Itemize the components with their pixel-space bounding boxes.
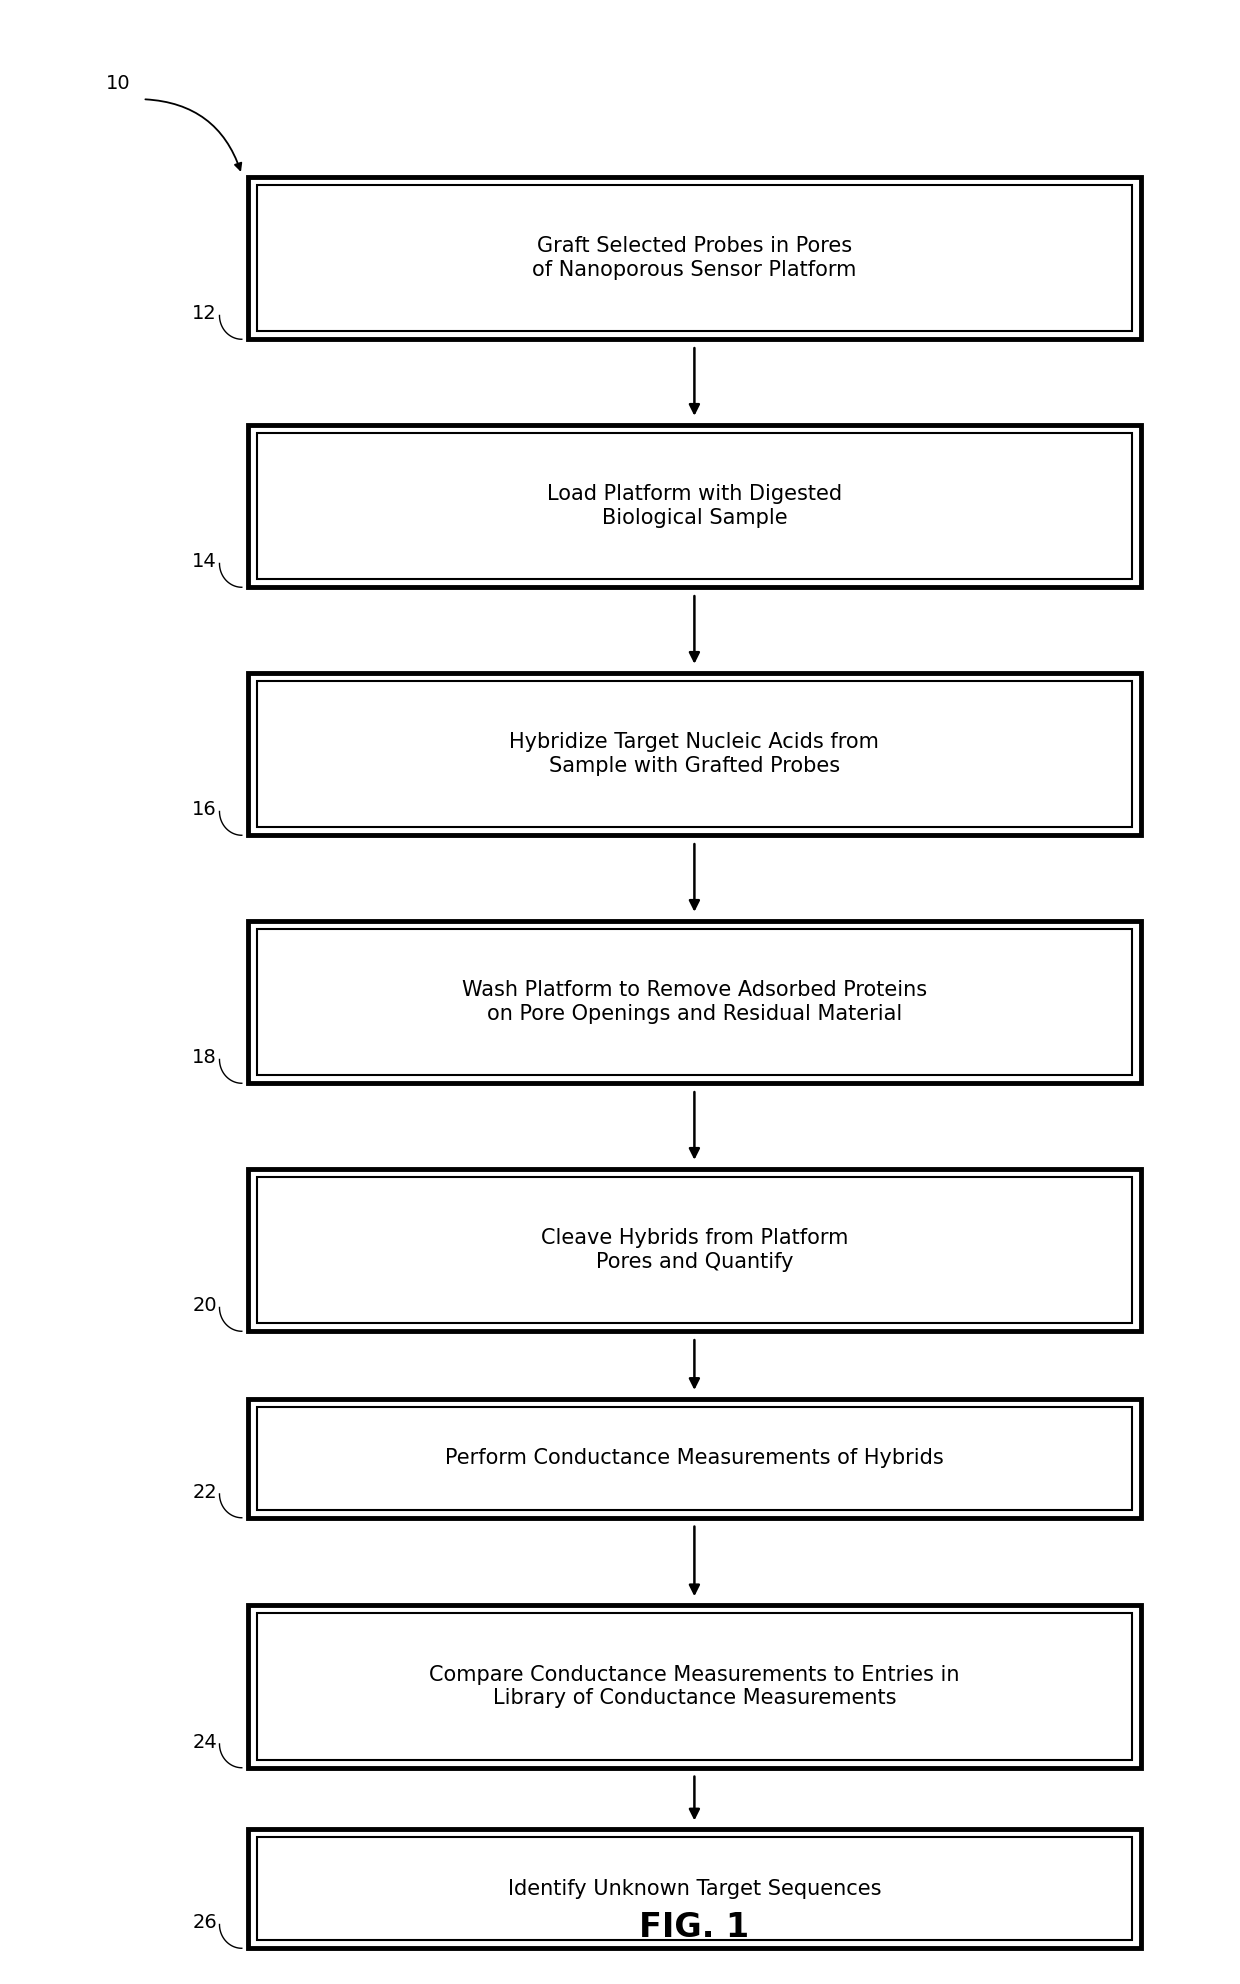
Text: 18: 18 <box>192 1048 217 1067</box>
Text: 16: 16 <box>192 800 217 819</box>
Text: Cleave Hybrids from Platform
Pores and Quantify: Cleave Hybrids from Platform Pores and Q… <box>541 1228 848 1272</box>
Bar <box>248 1605 1141 1768</box>
Bar <box>248 425 1141 587</box>
Text: Perform Conductance Measurements of Hybrids: Perform Conductance Measurements of Hybr… <box>445 1448 944 1468</box>
Text: 24: 24 <box>192 1732 217 1752</box>
Bar <box>248 1829 1141 1948</box>
Text: Graft Selected Probes in Pores
of Nanoporous Sensor Platform: Graft Selected Probes in Pores of Nanopo… <box>532 236 857 280</box>
Bar <box>257 1837 1132 1940</box>
Bar <box>248 1169 1141 1331</box>
Bar <box>257 1407 1132 1510</box>
Text: Identify Unknown Target Sequences: Identify Unknown Target Sequences <box>507 1879 882 1899</box>
Bar <box>248 1399 1141 1518</box>
Text: 14: 14 <box>192 552 217 571</box>
Text: 10: 10 <box>105 73 130 93</box>
Bar <box>248 673 1141 835</box>
Text: Wash Platform to Remove Adsorbed Proteins
on Pore Openings and Residual Material: Wash Platform to Remove Adsorbed Protein… <box>461 980 928 1024</box>
Bar <box>248 177 1141 339</box>
Text: 22: 22 <box>192 1482 217 1502</box>
Bar <box>248 921 1141 1083</box>
Bar <box>257 681 1132 827</box>
Bar <box>257 1177 1132 1323</box>
Bar <box>257 929 1132 1075</box>
Text: 12: 12 <box>192 304 217 323</box>
Text: FIG. 1: FIG. 1 <box>640 1911 749 1944</box>
Bar <box>257 185 1132 331</box>
Bar <box>257 433 1132 579</box>
Text: 20: 20 <box>192 1296 217 1315</box>
Text: Load Platform with Digested
Biological Sample: Load Platform with Digested Biological S… <box>547 484 842 528</box>
Bar <box>257 1613 1132 1760</box>
Text: 26: 26 <box>192 1913 217 1932</box>
Text: Compare Conductance Measurements to Entries in
Library of Conductance Measuremen: Compare Conductance Measurements to Entr… <box>429 1665 960 1708</box>
Text: Hybridize Target Nucleic Acids from
Sample with Grafted Probes: Hybridize Target Nucleic Acids from Samp… <box>510 732 879 776</box>
